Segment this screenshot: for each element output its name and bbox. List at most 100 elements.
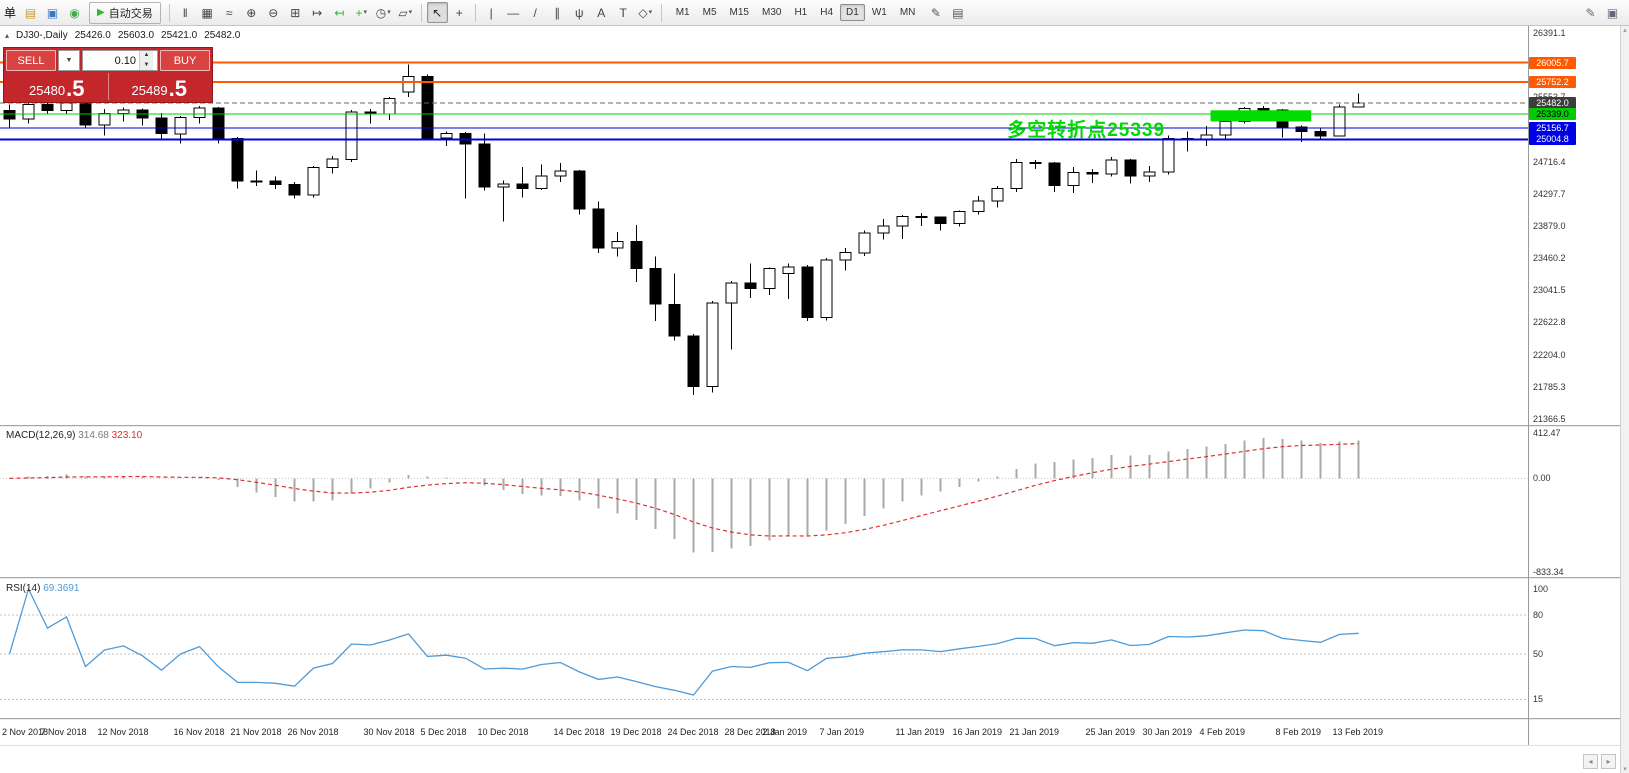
volume-box: ▲ ▼ — [82, 50, 158, 71]
pivot-annotation[interactable]: 多空转折点25339 — [1007, 120, 1166, 142]
oct-collapse-icon[interactable]: ▴ — [5, 31, 10, 40]
edit-icon[interactable]: ✎ — [1585, 5, 1596, 20]
timeframe-h1[interactable]: H1 — [794, 7, 808, 18]
timeframe-w1[interactable]: W1 — [871, 7, 887, 18]
indicators-icon[interactable]: + ▾ — [355, 5, 367, 20]
line-chart-icon[interactable]: ≈ — [225, 5, 233, 20]
text-icon[interactable]: A — [597, 5, 606, 20]
candle — [1029, 162, 1042, 164]
candle — [1162, 138, 1175, 173]
macd-scale-zero: 0.00 — [1533, 473, 1551, 483]
macd-main-value: 314.68 — [78, 430, 109, 441]
candle — [877, 225, 890, 234]
buy-price[interactable]: 25489 .5 — [109, 73, 211, 100]
new-order-label[interactable]: 单 — [4, 6, 17, 20]
price-chart[interactable] — [0, 26, 1528, 425]
toolbar: 单 ▤ ▣ ◉ ▶ 自动交易 ‖ ▦ ≈ ⊕ ⊖ ⊞ ↦ ↤ + ▾ ◷ ▾ ▱ ▾ ↖ + | — / ∥ ψ A T ◇ ▾… — [0, 0, 1629, 26]
highlight-box[interactable] — [1210, 110, 1312, 122]
candle — [763, 267, 776, 290]
macd-chart[interactable] — [0, 428, 1528, 577]
symbol-period-label: DJ30-,Daily — [16, 30, 68, 41]
scroll-up-icon[interactable]: ▴ — [1623, 27, 1627, 34]
autotrading-button[interactable]: ▶ 自动交易 — [89, 1, 161, 24]
macd-scale-min: -833.34 — [1533, 567, 1564, 577]
volume-input[interactable] — [83, 51, 139, 70]
auto-scroll-icon[interactable]: ↦ — [312, 5, 323, 20]
corner-left-icon[interactable]: ◂ — [1583, 754, 1598, 769]
channel-icon[interactable]: ∥ — [554, 5, 561, 20]
candle — [972, 200, 985, 213]
chart-shift-icon[interactable]: ↤ — [334, 5, 345, 20]
price-tick: 24297.7 — [1533, 188, 1566, 199]
candlestick-icon[interactable]: ▦ — [201, 5, 213, 20]
date-label: 30 Nov 2018 — [363, 727, 415, 737]
timeframe-m5[interactable]: M5 — [702, 7, 717, 18]
cursor-icon[interactable]: ↖ — [426, 2, 448, 23]
buy-button[interactable]: BUY — [160, 50, 210, 71]
periods-icon[interactable]: ◷ ▾ — [375, 5, 391, 20]
templates-icon[interactable]: ▱ ▾ — [398, 5, 413, 20]
trendline-icon[interactable]: / — [533, 5, 537, 20]
scroll-down-icon[interactable]: ▾ — [1623, 766, 1627, 773]
volume-down-icon[interactable]: ▼ — [140, 60, 153, 70]
candle — [896, 216, 909, 227]
date-label: 28 Dec 2018 — [724, 727, 776, 737]
rsi-line — [8, 587, 1359, 696]
timeframe-m30[interactable]: M30 — [761, 7, 782, 18]
macd-signal-line — [9, 443, 1359, 537]
candle — [744, 282, 757, 290]
candle — [630, 241, 643, 270]
panel-splitter — [0, 718, 1620, 721]
panel-icon[interactable]: ▣ — [1606, 5, 1619, 20]
window-scrollbar[interactable]: ▴ ▾ — [1620, 26, 1629, 773]
timeframe-mn[interactable]: MN — [899, 7, 916, 18]
zoom-in-icon[interactable]: ⊕ — [246, 5, 257, 20]
panel-splitter[interactable] — [0, 425, 1620, 428]
candle — [1314, 131, 1327, 137]
fibonacci-icon[interactable]: ψ — [574, 5, 584, 20]
timeframe-m15[interactable]: M15 — [729, 7, 749, 18]
chevron-down-icon: ▾ — [648, 9, 653, 16]
tile-windows-icon[interactable]: ⊞ — [290, 5, 301, 20]
timeframe-h4[interactable]: H4 — [820, 7, 834, 18]
time-axis[interactable]: 2 Nov 2018 7 Nov 2018 12 Nov 2018 16 Nov 20… — [0, 721, 1528, 745]
oct-dropdown-button[interactable]: ▼ — [58, 50, 80, 71]
candle — [725, 282, 738, 304]
sell-price[interactable]: 25480 .5 — [6, 73, 109, 100]
charts-icon[interactable]: ▣ — [46, 5, 59, 20]
sell-button[interactable]: SELL — [6, 50, 56, 71]
candle — [402, 75, 415, 93]
toolbar-separator — [474, 3, 476, 22]
rsi-chart[interactable] — [0, 580, 1528, 718]
rsi-label: RSI(14) 69.3691 — [6, 583, 80, 594]
candle — [1086, 171, 1099, 175]
ohlc-close: 25482.0 — [204, 30, 241, 41]
current-price-badge: 25482.0 — [1529, 96, 1576, 109]
timeframe-m1[interactable]: M1 — [675, 7, 690, 18]
date-label: 7 Nov 2018 — [40, 727, 87, 737]
panel-splitter[interactable] — [0, 577, 1620, 580]
vertical-line-icon[interactable]: | — [489, 5, 493, 20]
price-tick: 21366.5 — [1533, 414, 1566, 424]
note-icon[interactable]: ▤ — [952, 5, 964, 20]
corner-right-icon[interactable]: ▸ — [1601, 754, 1616, 769]
candle — [1352, 102, 1365, 108]
shapes-icon[interactable]: ◇ ▾ — [638, 5, 653, 20]
horizontal-line-icon[interactable]: — — [507, 5, 520, 20]
bar-chart-icon[interactable]: ‖ — [182, 5, 188, 20]
crosshair-icon[interactable]: + — [455, 5, 463, 20]
candle — [383, 98, 396, 115]
one-click-trading-panel: SELL ▼ ▲ ▼ BUY 25480 .5 25489 .5 — [3, 47, 213, 103]
candle — [1105, 159, 1118, 175]
timeframe-d1[interactable]: D1 — [840, 4, 865, 21]
pencil-icon[interactable]: ✎ — [930, 5, 941, 20]
date-label: 16 Jan 2019 — [952, 727, 1003, 737]
market-watch-icon[interactable]: ◉ — [69, 5, 80, 20]
candle — [41, 104, 54, 111]
volume-up-icon[interactable]: ▲ — [140, 51, 153, 61]
zoom-out-icon[interactable]: ⊖ — [268, 5, 279, 20]
ohlc-low: 25421.0 — [161, 30, 198, 41]
new-order-icon[interactable]: ▤ — [24, 5, 37, 20]
text-label-icon[interactable]: T — [619, 5, 627, 20]
